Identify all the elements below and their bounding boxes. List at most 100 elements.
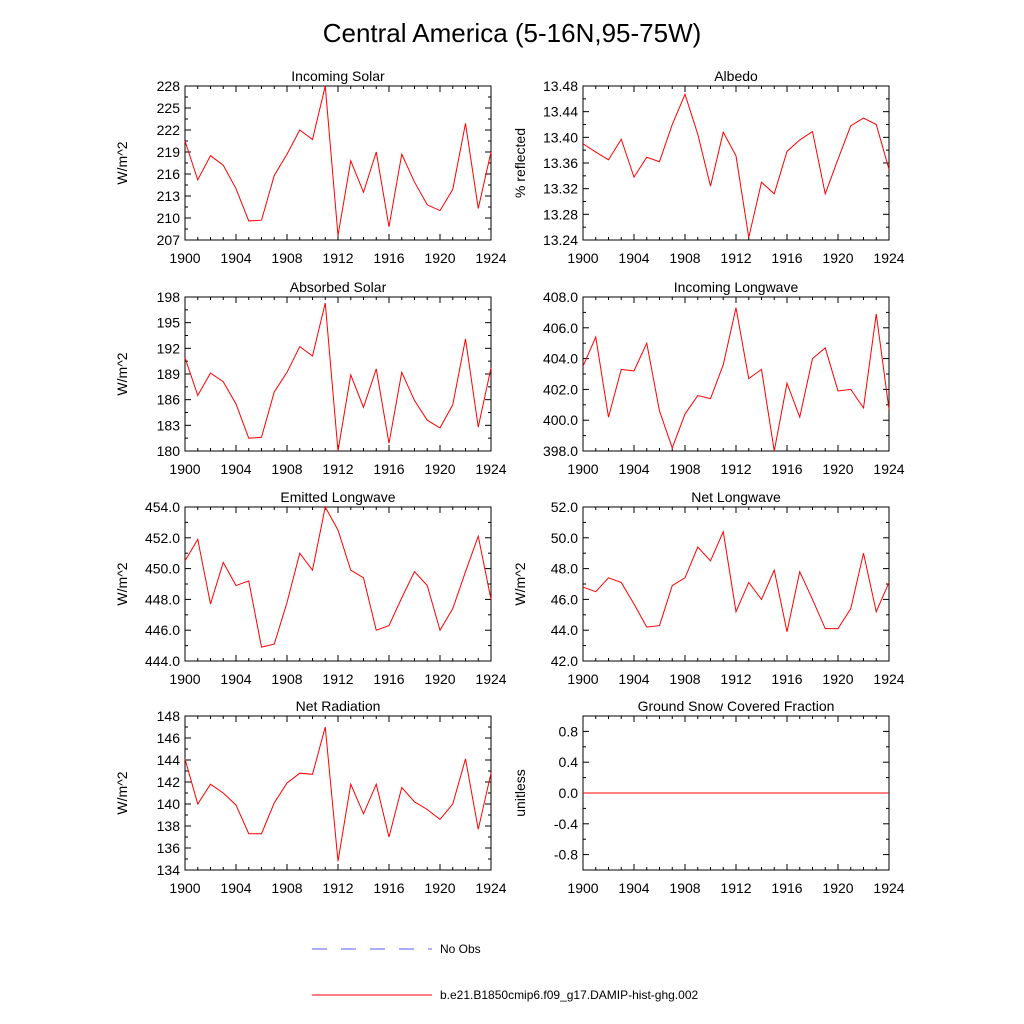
y-tick-label: 454.0	[145, 499, 180, 515]
y-axis-label: % reflected	[512, 128, 528, 198]
y-tick-label: 0.8	[559, 723, 579, 739]
x-tick-label: 1912	[720, 461, 751, 477]
y-tick-label: 198	[157, 289, 181, 305]
y-tick-label: 186	[157, 392, 181, 408]
x-tick-label: 1916	[771, 250, 802, 266]
x-tick-label: 1920	[424, 250, 455, 266]
x-tick-label: 1900	[169, 250, 200, 266]
y-tick-label: 136	[157, 840, 181, 856]
y-tick-label: 42.0	[551, 653, 578, 669]
y-tick-label: 216	[157, 166, 181, 182]
y-tick-label: 195	[157, 315, 181, 331]
y-axis-label: W/m^2	[114, 771, 130, 814]
y-tick-label: 180	[157, 443, 181, 459]
y-tick-label: 406.0	[543, 320, 578, 336]
y-tick-label: 400.0	[543, 412, 578, 428]
y-tick-label: 452.0	[145, 530, 180, 546]
x-tick-label: 1916	[373, 250, 404, 266]
x-tick-label: 1908	[669, 880, 700, 896]
y-tick-label: 144	[157, 752, 181, 768]
x-tick-label: 1912	[720, 250, 751, 266]
y-tick-label: 13.40	[543, 129, 578, 145]
panel-title: Net Longwave	[691, 489, 781, 505]
x-tick-label: 1904	[220, 461, 251, 477]
y-axis-label: unitless	[512, 769, 528, 816]
x-tick-label: 1908	[669, 250, 700, 266]
x-tick-label: 1916	[771, 461, 802, 477]
x-tick-label: 1924	[873, 250, 904, 266]
y-tick-label: 450.0	[145, 561, 180, 577]
y-tick-label: 219	[157, 144, 181, 160]
x-tick-label: 1900	[169, 461, 200, 477]
legend-label-no-obs: No Obs	[440, 942, 481, 956]
x-tick-label: 1916	[373, 880, 404, 896]
y-tick-label: 404.0	[543, 351, 578, 367]
y-tick-label: 0.0	[559, 785, 579, 801]
y-tick-label: 402.0	[543, 381, 578, 397]
y-tick-label: 189	[157, 366, 181, 382]
y-tick-label: 408.0	[543, 289, 578, 305]
x-tick-label: 1912	[322, 671, 353, 687]
y-tick-label: 13.36	[543, 155, 578, 171]
panel-title: Albedo	[714, 68, 758, 84]
x-tick-label: 1920	[424, 880, 455, 896]
chart-panel: Net Longwave W/m^2 1900 1904 1908 1912 1916 192…	[512, 489, 905, 687]
x-tick-label: 1904	[618, 671, 649, 687]
chart-panel: Ground Snow Covered Fraction unitless 1900…	[512, 698, 905, 896]
x-tick-label: 1904	[220, 671, 251, 687]
x-tick-label: 1924	[475, 461, 506, 477]
chart-panel: Incoming Longwave 1900 1904 1908 1912 1916 192…	[543, 279, 905, 477]
x-tick-label: 1904	[618, 250, 649, 266]
y-tick-label: 138	[157, 818, 181, 834]
x-tick-label: 1904	[618, 880, 649, 896]
plot-frame	[582, 506, 890, 662]
series-line	[184, 726, 492, 862]
x-tick-label: 1920	[822, 671, 853, 687]
x-tick-label: 1920	[424, 461, 455, 477]
y-tick-label: 148	[157, 708, 181, 724]
x-tick-label: 1924	[475, 671, 506, 687]
chart-panel: Albedo % reflected 1900 1904 1908 1912 1916 192…	[512, 68, 905, 266]
x-tick-label: 1908	[271, 461, 302, 477]
panel-title: Absorbed Solar	[290, 279, 387, 295]
y-tick-label: 13.24	[543, 232, 578, 248]
x-tick-label: 1900	[567, 671, 598, 687]
x-tick-label: 1900	[169, 671, 200, 687]
y-tick-label: -0.8	[554, 847, 578, 863]
y-tick-label: 13.44	[543, 104, 578, 120]
series-line	[184, 302, 492, 452]
y-tick-label: -0.4	[554, 816, 578, 832]
series-line	[184, 85, 492, 236]
figure-title: Central America (5-16N,95-75W)	[323, 18, 702, 48]
x-tick-label: 1924	[873, 880, 904, 896]
panel-title: Incoming Longwave	[674, 279, 799, 295]
y-tick-label: 146	[157, 730, 181, 746]
x-tick-label: 1912	[322, 250, 353, 266]
x-tick-label: 1920	[424, 671, 455, 687]
y-tick-label: 142	[157, 774, 181, 790]
x-tick-label: 1920	[822, 250, 853, 266]
series-line	[184, 505, 492, 648]
y-tick-label: 222	[157, 122, 181, 138]
y-tick-label: 13.32	[543, 181, 578, 197]
x-tick-label: 1904	[618, 461, 649, 477]
y-tick-label: 213	[157, 188, 181, 204]
x-tick-label: 1908	[271, 880, 302, 896]
y-tick-label: 183	[157, 417, 181, 433]
y-tick-label: 446.0	[145, 622, 180, 638]
panel-title: Net Radiation	[296, 698, 381, 714]
legend: No Obs b.e21.B1850cmip6.f09_g17.DAMIP-hi…	[312, 942, 698, 1002]
x-tick-label: 1924	[475, 250, 506, 266]
x-tick-label: 1916	[771, 671, 802, 687]
y-tick-label: 48.0	[551, 561, 578, 577]
panel-title: Emitted Longwave	[280, 489, 395, 505]
chart-panel: Incoming Solar W/m^2 1900 1904 1908 1912 1916 1…	[114, 68, 507, 266]
chart-panel: Absorbed Solar W/m^2 1900 1904 1908 1912 1916 1…	[114, 279, 507, 477]
y-axis-label: W/m^2	[114, 562, 130, 605]
y-axis-label: W/m^2	[114, 141, 130, 184]
x-tick-label: 1908	[271, 250, 302, 266]
series-line	[582, 529, 890, 632]
y-tick-label: 13.28	[543, 206, 578, 222]
y-tick-label: 52.0	[551, 499, 578, 515]
